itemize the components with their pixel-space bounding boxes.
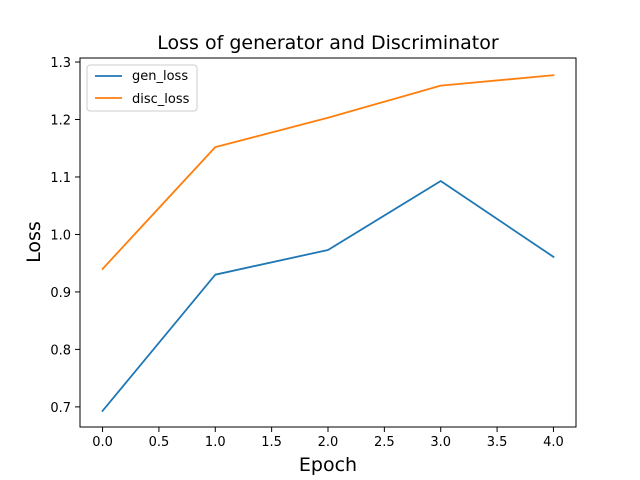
x-tick-label: 1.0	[205, 435, 226, 450]
x-tick-label: 2.5	[374, 435, 395, 450]
y-tick-label: 1.0	[50, 228, 71, 243]
legend-label-disc-loss: disc_loss	[132, 92, 190, 107]
y-tick-label: 1.2	[50, 114, 71, 129]
x-tick-label: 4.0	[543, 435, 564, 450]
y-axis: 0.7 0.8 0.9 1.0 1.1 1.2 1.3	[50, 56, 80, 416]
legend-label-gen-loss: gen_loss	[132, 69, 188, 84]
legend: gen_loss disc_loss	[86, 64, 198, 112]
x-tick-label: 3.0	[430, 435, 451, 450]
y-tick-label: 1.1	[50, 171, 71, 186]
y-tick-label: 0.8	[50, 343, 71, 358]
x-tick-label: 0.5	[149, 435, 170, 450]
plot-area	[101, 74, 555, 413]
y-tick-label: 0.9	[50, 286, 71, 301]
x-tick-label: 2.0	[318, 435, 339, 450]
x-tick-label: 3.5	[487, 435, 508, 450]
x-axis-label: Epoch	[299, 454, 357, 476]
x-tick-label: 0.0	[92, 435, 113, 450]
y-tick-label: 1.3	[50, 56, 71, 71]
chart-title: Loss of generator and Discriminator	[157, 32, 499, 54]
x-axis: 0.0 0.5 1.0 1.5 2.0 2.5 3.0 3.5 4.0	[92, 427, 564, 450]
y-tick-label: 0.7	[50, 401, 71, 416]
x-tick-label: 1.5	[261, 435, 282, 450]
y-axis-label: Loss	[23, 221, 45, 263]
